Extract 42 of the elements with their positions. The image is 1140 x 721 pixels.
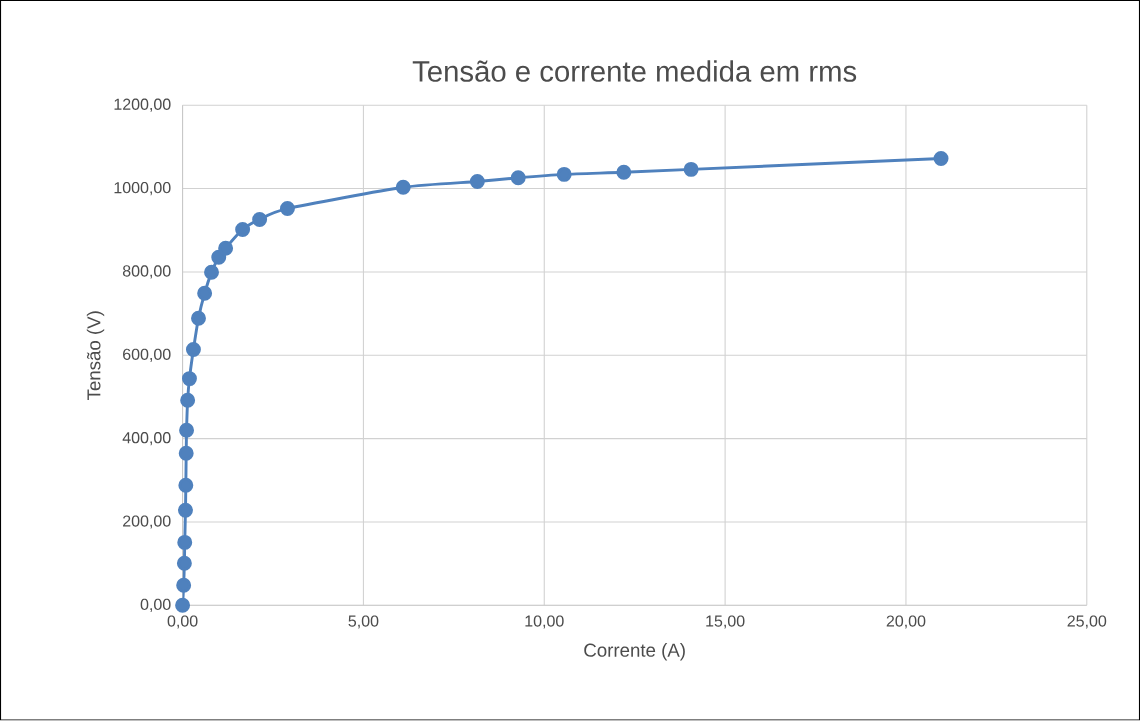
point [176,578,192,594]
point [235,222,251,238]
y-tick-label: 200,00 [123,515,171,529]
point [191,310,206,326]
point [218,240,234,256]
y-tick-label: 600,00 [123,348,171,363]
point [279,201,295,217]
x-axis-title: Corrente (A) [584,643,685,661]
point [252,212,268,228]
point [933,151,949,167]
y-tick-label: 400,00 [122,432,171,446]
point [178,445,194,461]
point [185,342,201,358]
point [510,170,526,186]
chart-title: Tensão e corrente medida em rms [412,60,857,83]
point [197,285,213,301]
x-tick-label: 5,00 [348,615,379,629]
point [616,165,632,180]
point [683,162,699,178]
point [211,250,227,266]
x-tick-label: 25,00 [1067,615,1107,629]
point [180,393,196,408]
point [395,180,411,196]
point [181,371,197,387]
point [556,167,572,183]
point [204,265,219,281]
y-tick-label: 1200,00 [114,98,171,113]
point [469,174,485,190]
point [175,598,191,614]
point [179,423,195,438]
y-tick-label: 0,00 [140,598,171,613]
x-tick-label: 0,00 [167,615,198,629]
x-tick-label: 15,00 [706,615,745,629]
point [176,555,192,571]
x-tick-label: 10,00 [525,615,564,629]
y-tick-label: 800,00 [122,265,171,279]
point [177,535,193,551]
y-tick-label: 1000,00 [114,182,171,196]
x-tick-label: 20,00 [886,615,926,629]
point [178,503,193,519]
y-axis-title: Tensão (V) [86,311,105,401]
point [178,478,194,493]
